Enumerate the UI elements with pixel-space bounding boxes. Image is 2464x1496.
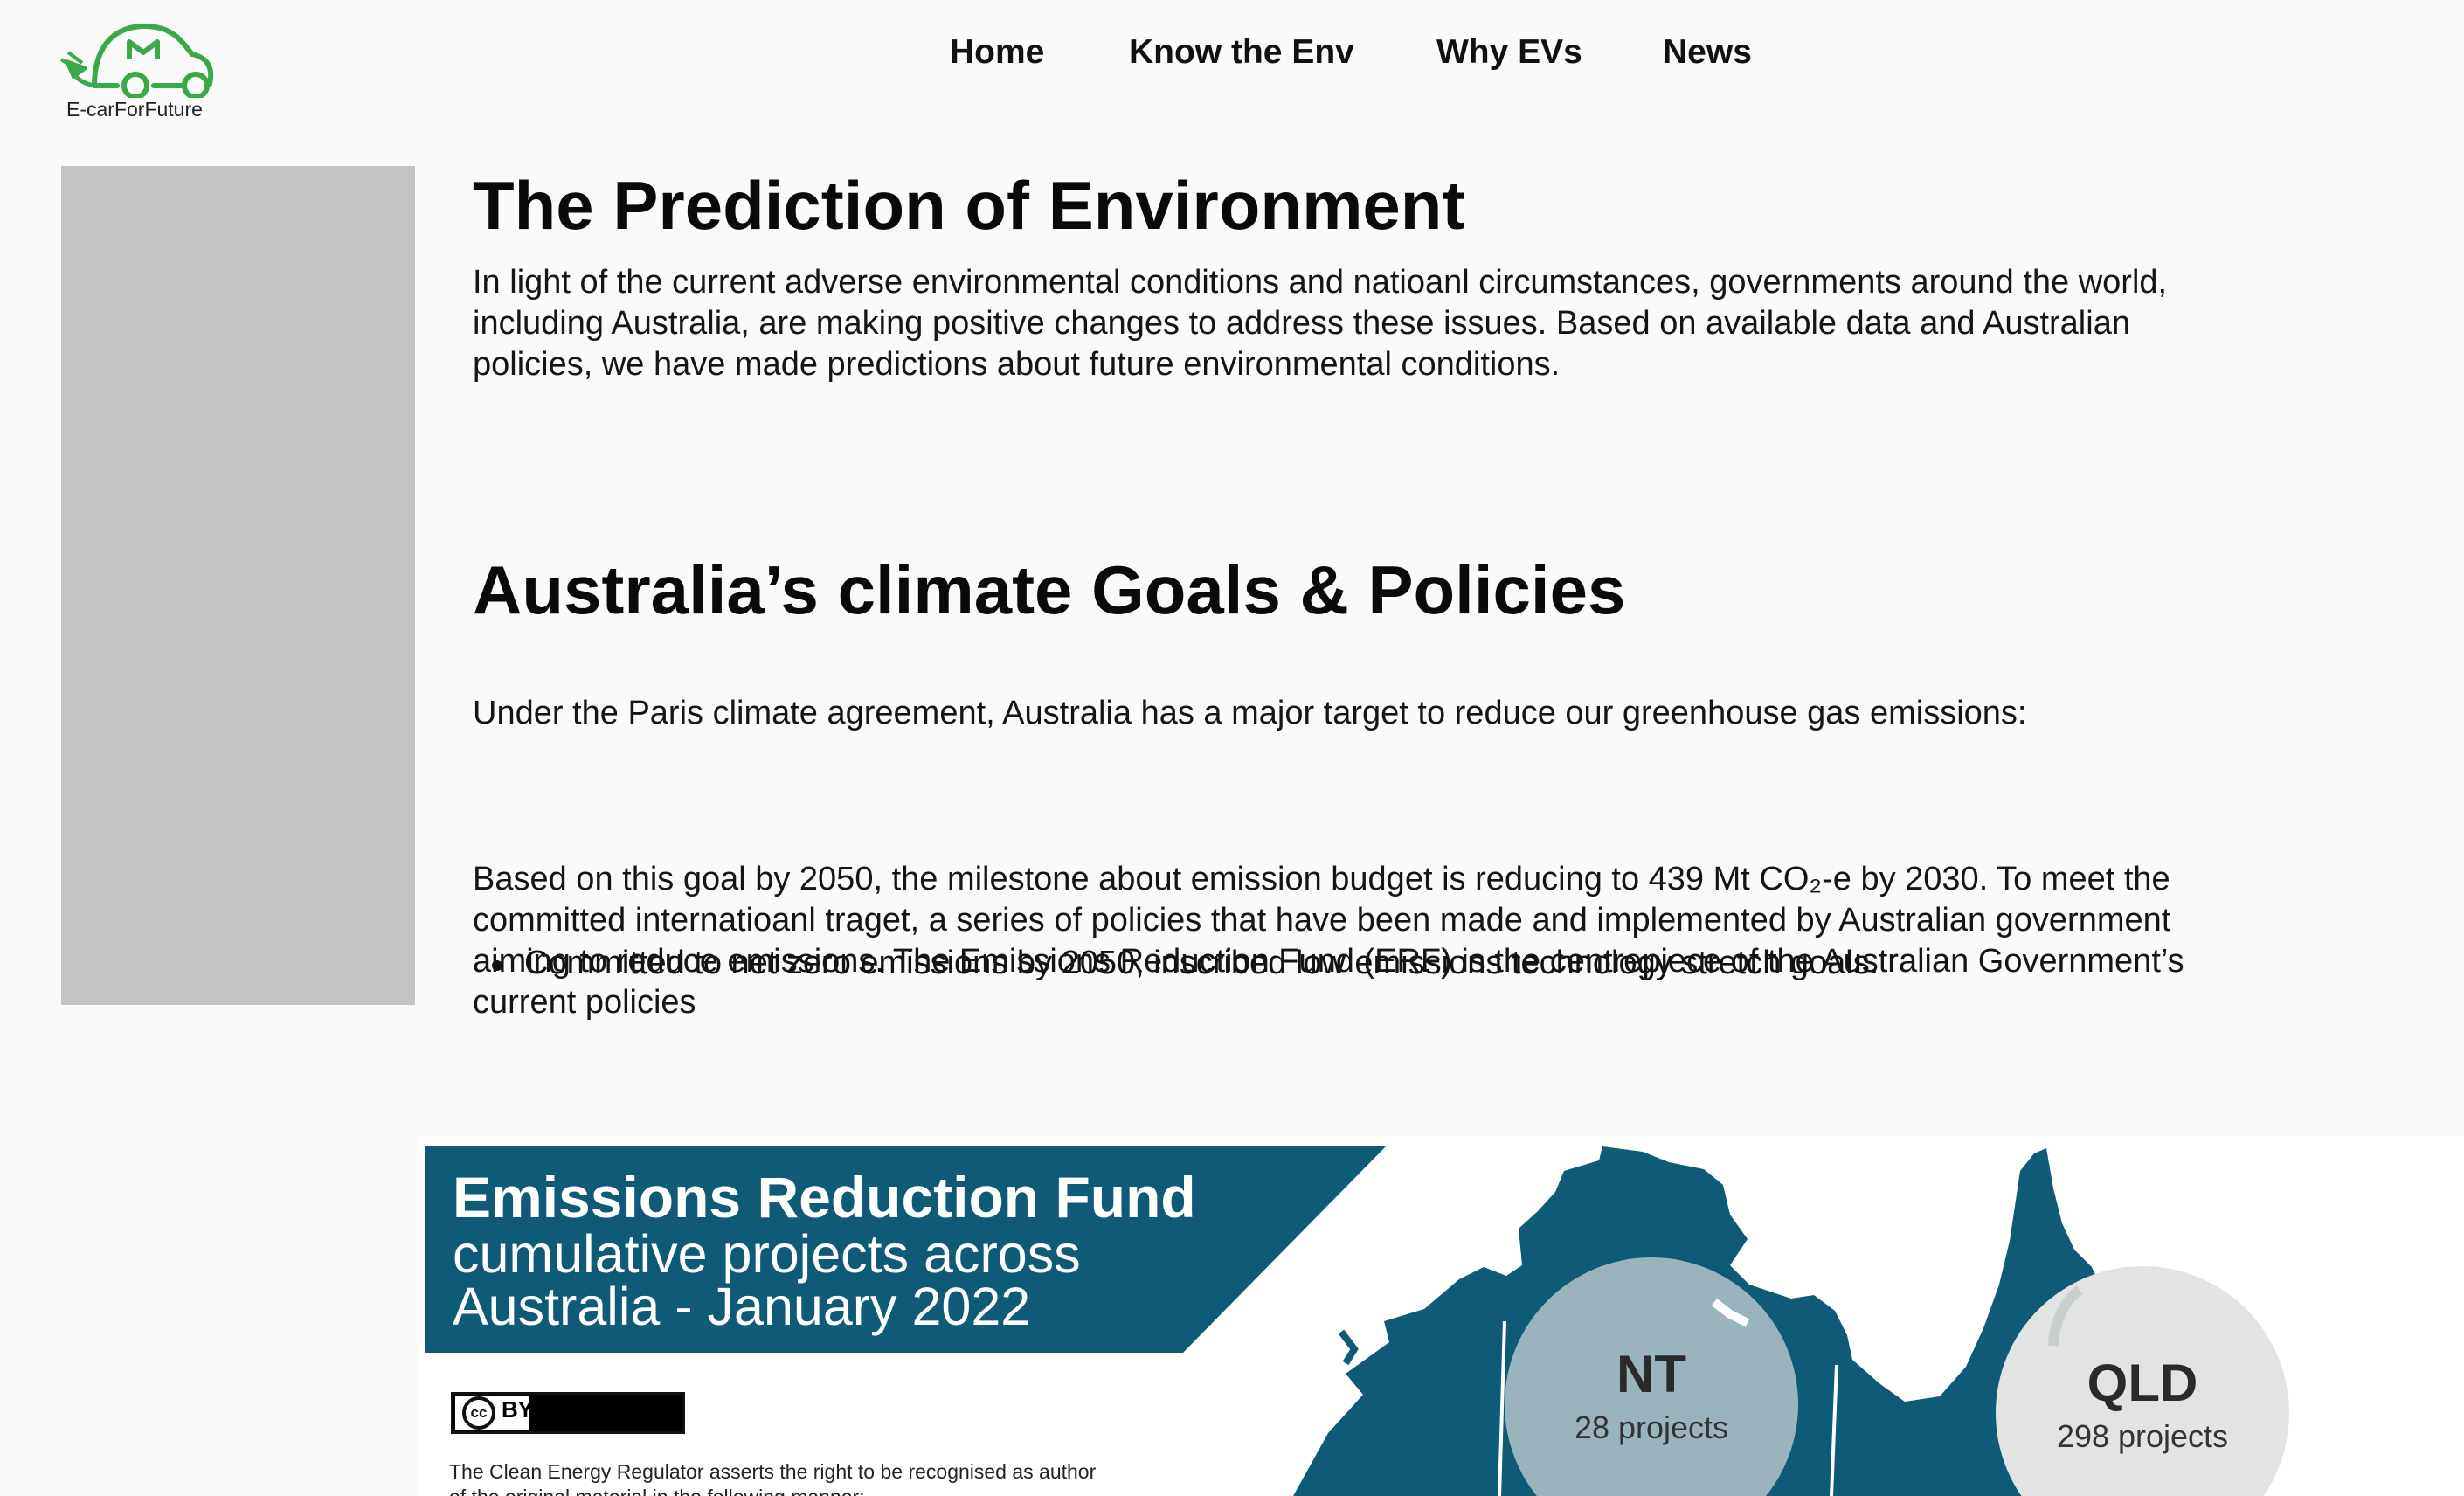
nav-news[interactable]: News — [1663, 33, 1752, 71]
region-nt: NT 28 projects — [1547, 1344, 1756, 1446]
logo-text: E-carForFuture — [66, 98, 203, 121]
region-state: NT — [1616, 1345, 1686, 1403]
body-paragraph: Based on this goal by 2050, the mileston… — [473, 861, 2184, 1021]
section-intro: Under the Paris climate agreement, Austr… — [473, 695, 2027, 731]
attribution-note: The Clean Energy Regulator asserts the r… — [449, 1460, 1097, 1496]
cc-left-panel: cc — [455, 1396, 529, 1430]
region-projects: 298 projects — [2056, 1418, 2229, 1454]
erf-subtitle-line1: cumulative projects across — [453, 1224, 1081, 1284]
cc-license-badge: cc BY — [451, 1392, 685, 1434]
list-item-text: Committed to net zero emissions by 2050,… — [524, 945, 1879, 981]
intro-paragraph: In light of the current adverse environm… — [473, 264, 2168, 383]
australia-map-graphic — [425, 1146, 2289, 1496]
region-qld: QLD 298 projects — [2020, 1353, 2265, 1455]
erf-subtitle-line2: Australia - January 2022 — [453, 1277, 1031, 1336]
cc-icon: cc — [462, 1396, 495, 1430]
bullet-icon — [492, 960, 502, 971]
nav-why-evs[interactable]: Why EVs — [1436, 33, 1582, 71]
nav-know-the-env[interactable]: Know the Env — [1129, 33, 1354, 71]
sidebar-placeholder — [61, 166, 415, 1005]
region-state: QLD — [2087, 1354, 2198, 1412]
site-logo[interactable]: E-carForFuture — [59, 23, 225, 126]
page-title: The Prediction of Environment — [473, 167, 1465, 244]
ecar-plug-icon — [59, 23, 214, 98]
erf-title: Emissions Reduction Fund — [453, 1165, 1196, 1229]
section-title: Australia’s climate Goals & Policies — [473, 551, 1626, 628]
erf-infographic: Emissions Reduction Fund cumulative proj… — [419, 1136, 2464, 1496]
main-nav: Home Know the Env Why EVs News — [0, 33, 2464, 86]
nav-home[interactable]: Home — [950, 33, 1045, 71]
region-projects: 28 projects — [1574, 1409, 1729, 1445]
cc-by-label: BY — [502, 1396, 534, 1423]
